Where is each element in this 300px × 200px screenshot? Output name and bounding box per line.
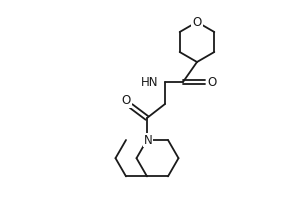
- Text: O: O: [192, 16, 202, 28]
- Text: O: O: [122, 95, 130, 108]
- Text: HN: HN: [140, 75, 158, 88]
- Text: N: N: [144, 134, 152, 146]
- Text: O: O: [207, 75, 217, 88]
